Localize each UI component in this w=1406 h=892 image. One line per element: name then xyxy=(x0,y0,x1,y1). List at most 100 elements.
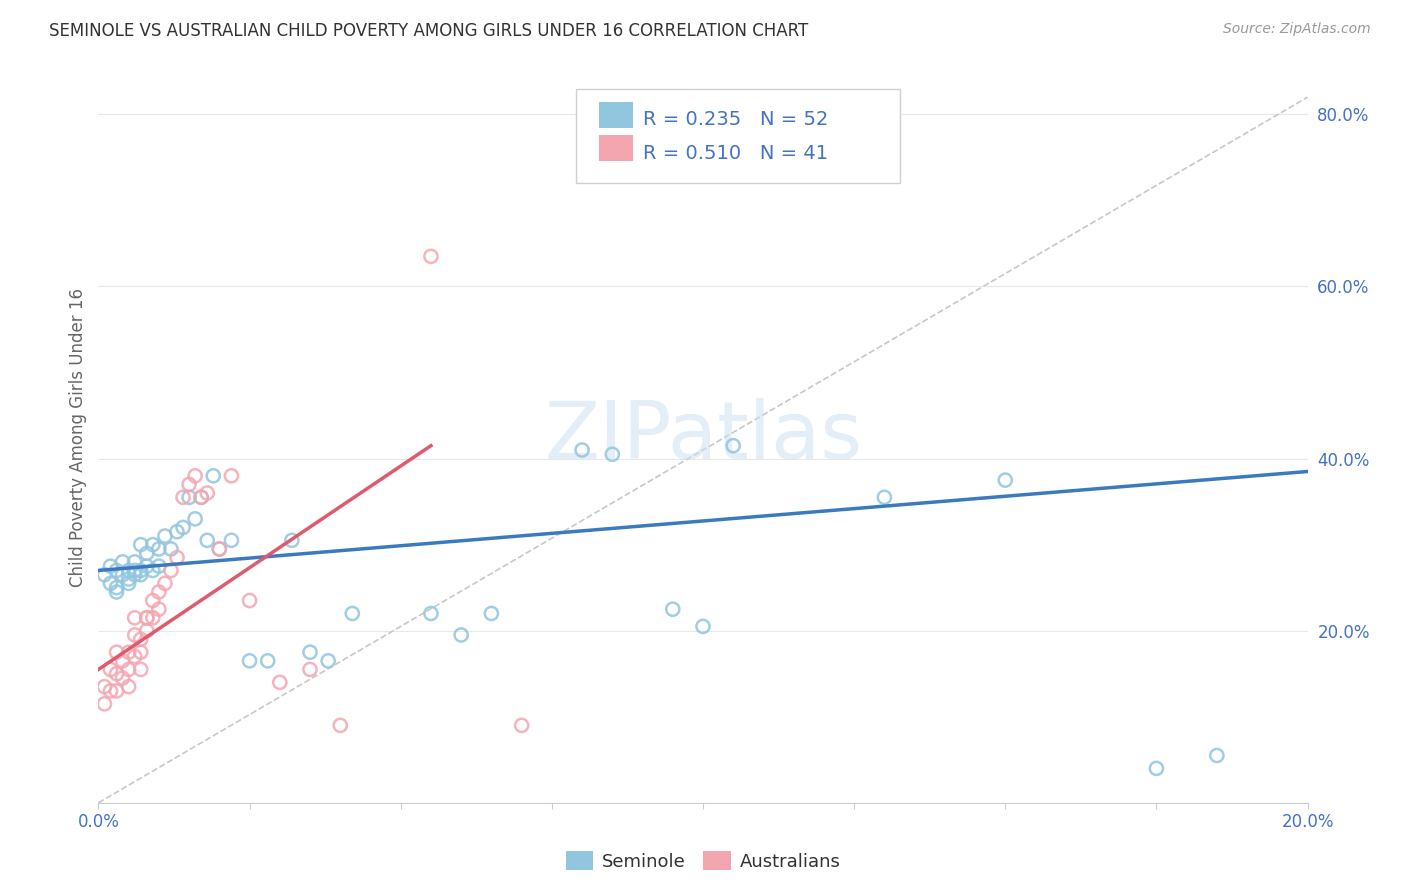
Point xyxy=(111,671,134,685)
Point xyxy=(142,611,165,625)
Point xyxy=(239,654,262,668)
Point xyxy=(111,555,134,569)
Point xyxy=(602,447,624,461)
Point xyxy=(129,632,152,647)
Point xyxy=(129,567,152,582)
Point xyxy=(873,491,896,505)
Point xyxy=(105,645,128,659)
Point xyxy=(195,533,218,548)
Point xyxy=(100,684,122,698)
Point xyxy=(481,607,503,621)
Point xyxy=(118,572,141,586)
Point xyxy=(1144,761,1167,775)
Point xyxy=(269,675,291,690)
Point xyxy=(129,538,152,552)
Point xyxy=(142,538,165,552)
Y-axis label: Child Poverty Among Girls Under 16: Child Poverty Among Girls Under 16 xyxy=(69,287,87,587)
Point xyxy=(184,512,207,526)
Point xyxy=(153,576,176,591)
Point xyxy=(166,550,188,565)
Point xyxy=(118,576,141,591)
Point xyxy=(111,567,134,582)
Point xyxy=(256,654,278,668)
Point xyxy=(661,602,683,616)
Point xyxy=(994,473,1017,487)
Point xyxy=(124,564,146,578)
Text: ZIPatlas: ZIPatlas xyxy=(544,398,862,476)
Point xyxy=(184,468,207,483)
Point xyxy=(166,524,188,539)
Point xyxy=(510,718,533,732)
Point xyxy=(179,491,201,505)
Point xyxy=(190,491,212,505)
Text: R = 0.510   N = 41: R = 0.510 N = 41 xyxy=(643,144,828,162)
Point xyxy=(118,680,141,694)
Point xyxy=(105,564,128,578)
Point xyxy=(571,442,593,457)
Point xyxy=(179,477,201,491)
Point xyxy=(342,607,364,621)
Legend: Seminole, Australians: Seminole, Australians xyxy=(558,844,848,878)
Point xyxy=(160,541,183,556)
Point xyxy=(100,559,122,574)
Point xyxy=(239,593,262,607)
Point xyxy=(105,666,128,681)
Point xyxy=(172,520,194,534)
Point xyxy=(93,697,115,711)
Text: R = 0.235   N = 52: R = 0.235 N = 52 xyxy=(643,110,828,128)
Point xyxy=(135,611,157,625)
Point xyxy=(316,654,339,668)
Point xyxy=(153,529,176,543)
Point xyxy=(299,645,322,659)
Point xyxy=(105,684,128,698)
Point xyxy=(124,628,146,642)
Point xyxy=(93,680,115,694)
Point xyxy=(420,249,443,263)
Text: SEMINOLE VS AUSTRALIAN CHILD POVERTY AMONG GIRLS UNDER 16 CORRELATION CHART: SEMINOLE VS AUSTRALIAN CHILD POVERTY AMO… xyxy=(49,22,808,40)
Point xyxy=(1206,748,1229,763)
Point xyxy=(93,567,115,582)
Point xyxy=(118,645,141,659)
Point xyxy=(450,628,472,642)
Point xyxy=(129,662,152,676)
Point xyxy=(195,486,218,500)
Point xyxy=(208,541,231,556)
Point xyxy=(105,585,128,599)
Point xyxy=(160,564,183,578)
Point xyxy=(329,718,352,732)
Point xyxy=(135,559,157,574)
Text: Source: ZipAtlas.com: Source: ZipAtlas.com xyxy=(1223,22,1371,37)
Point xyxy=(142,593,165,607)
Point xyxy=(723,439,745,453)
Point xyxy=(100,662,122,676)
Point xyxy=(124,567,146,582)
Point xyxy=(135,624,157,638)
Point xyxy=(221,468,243,483)
Point xyxy=(100,576,122,591)
Point xyxy=(118,564,141,578)
Point xyxy=(129,645,152,659)
Point xyxy=(129,564,152,578)
Point xyxy=(124,611,146,625)
Point xyxy=(208,541,231,556)
Point xyxy=(299,662,322,676)
Point xyxy=(148,585,170,599)
Point xyxy=(281,533,304,548)
Point xyxy=(221,533,243,548)
Point xyxy=(135,546,157,560)
Point xyxy=(142,564,165,578)
Point xyxy=(148,541,170,556)
Point xyxy=(105,581,128,595)
Point xyxy=(124,649,146,664)
Point xyxy=(172,491,194,505)
Point xyxy=(202,468,225,483)
Point xyxy=(148,559,170,574)
Point xyxy=(118,662,141,676)
Point xyxy=(111,654,134,668)
Point xyxy=(124,555,146,569)
Point xyxy=(190,491,212,505)
Point xyxy=(148,602,170,616)
Point xyxy=(692,619,714,633)
Point xyxy=(135,611,157,625)
Point xyxy=(420,607,443,621)
